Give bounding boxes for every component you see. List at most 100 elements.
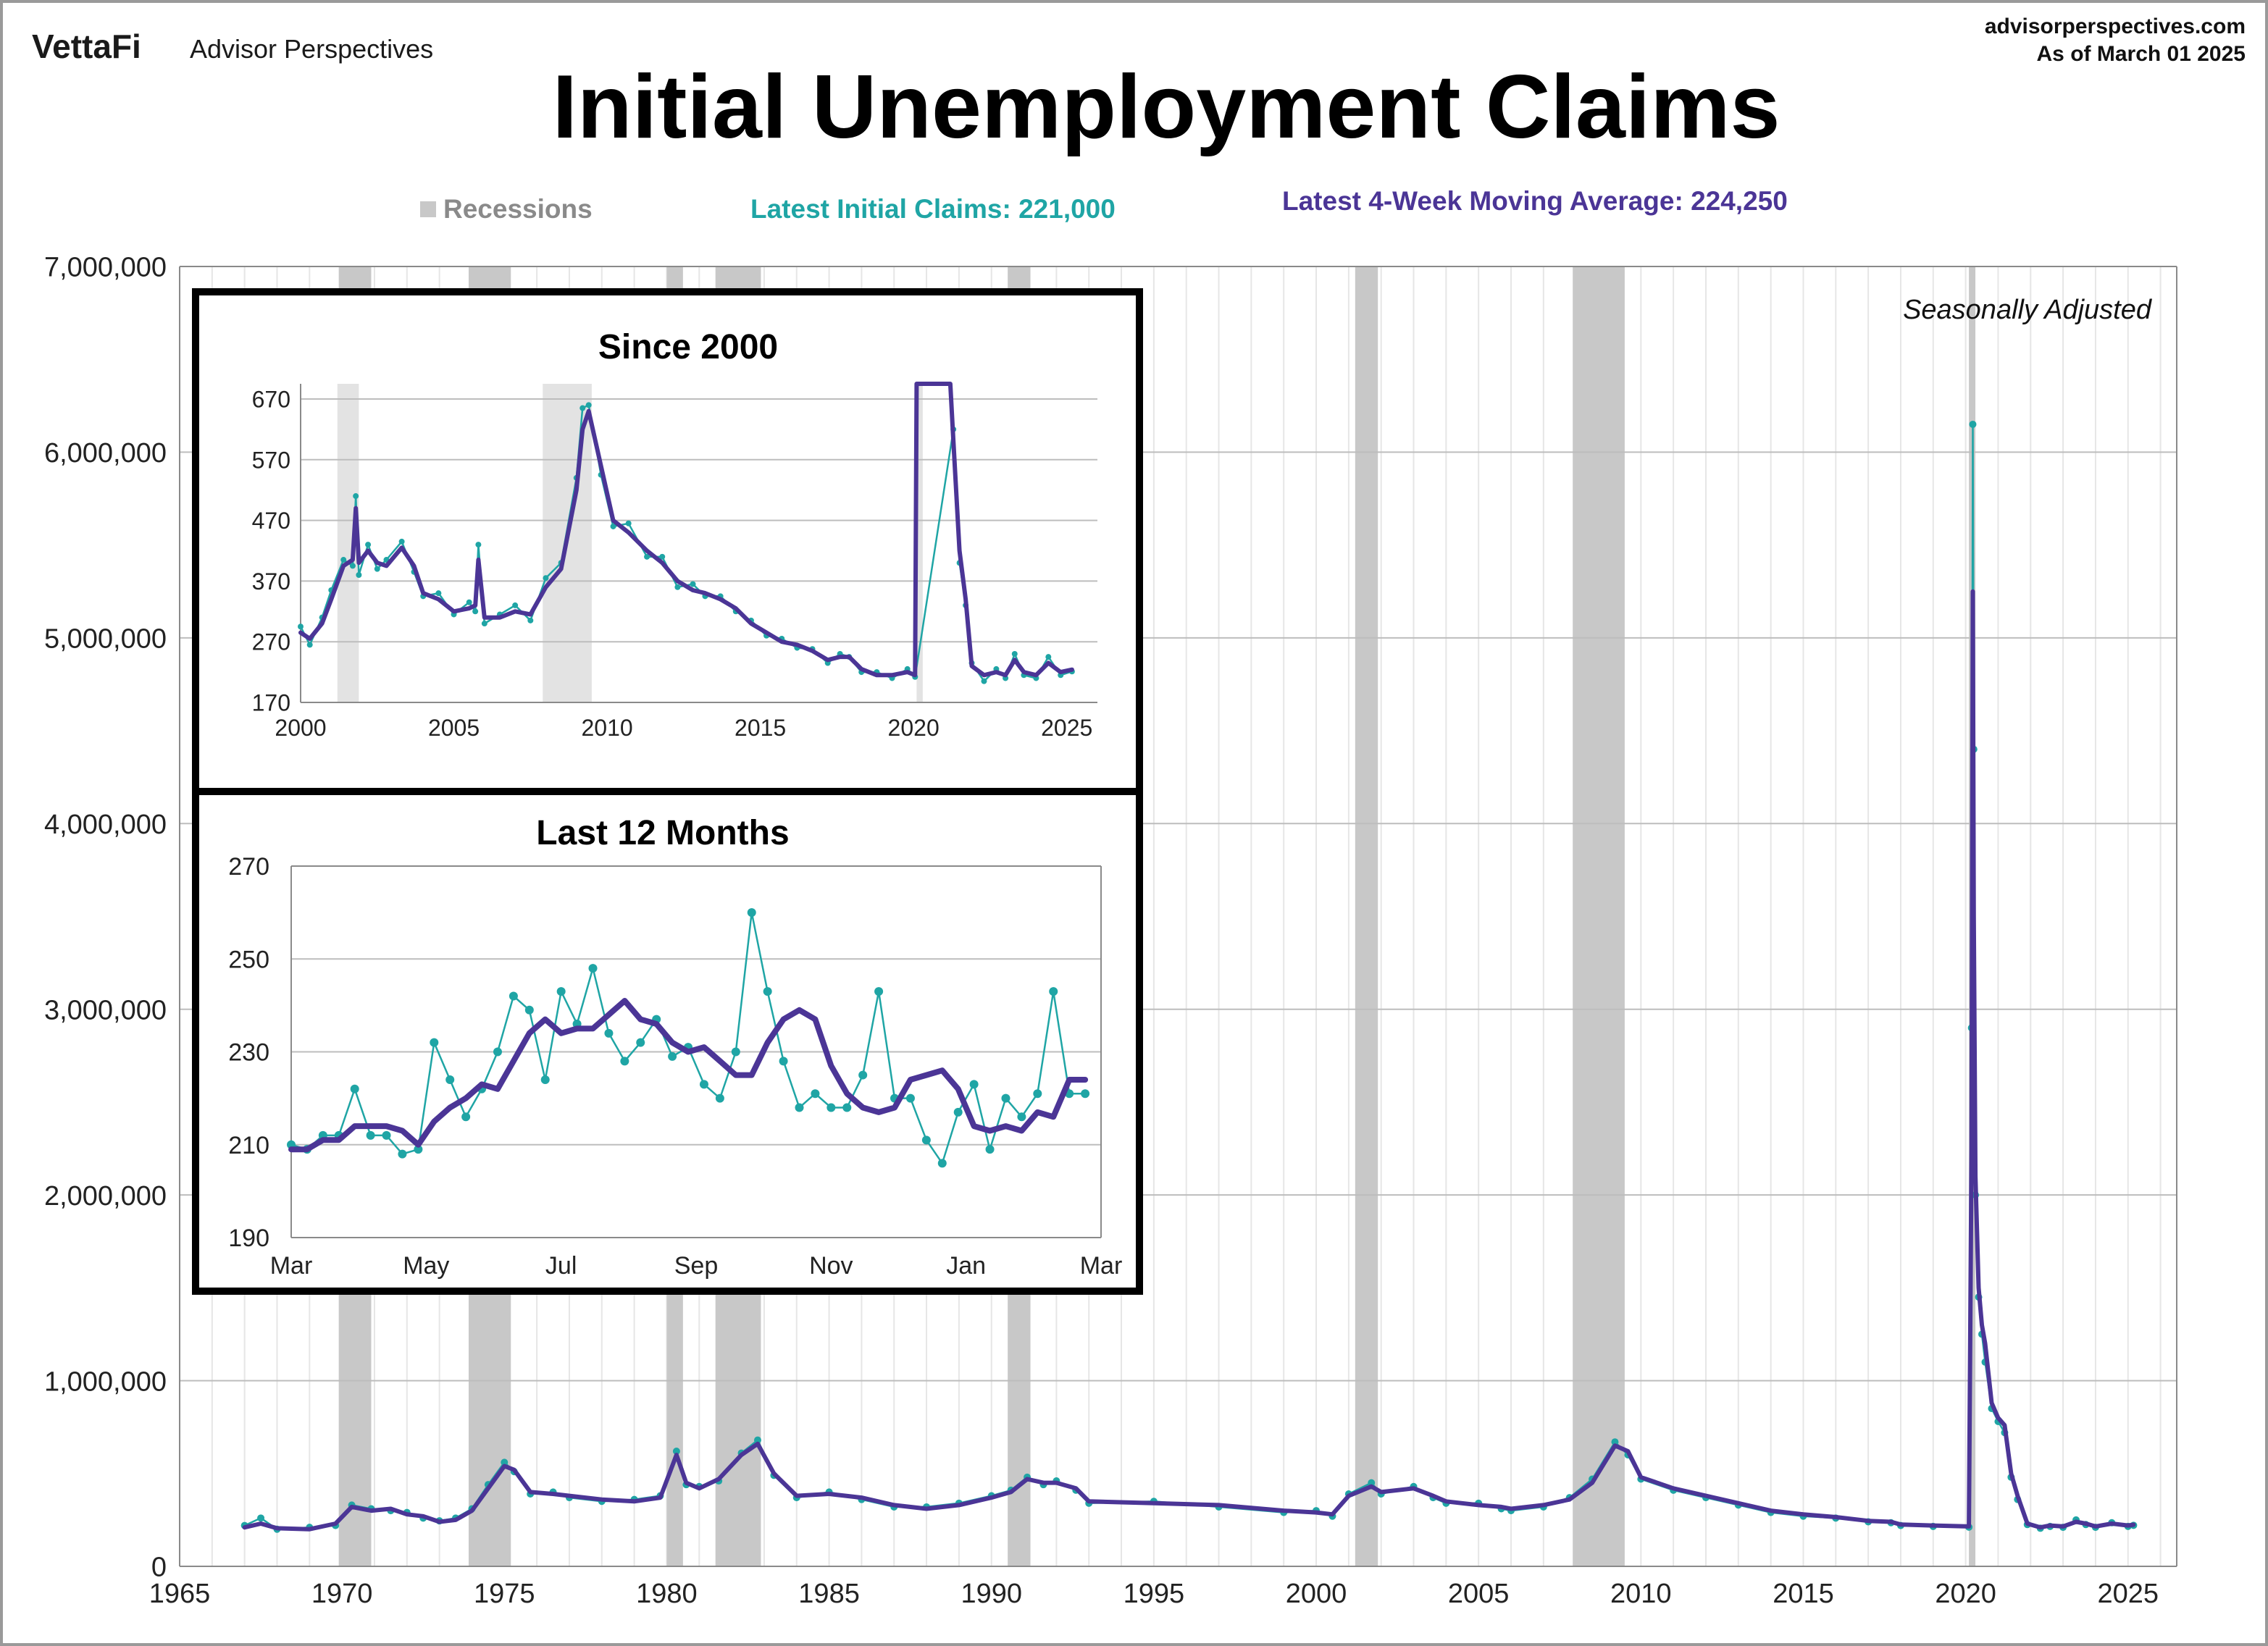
initial-claims-point (874, 987, 884, 996)
initial-claims-point (524, 1005, 534, 1015)
initial-claims-point (674, 584, 681, 590)
x-tick-label: May (403, 1252, 449, 1280)
initial-claims-point (1611, 1438, 1619, 1446)
recession-swatch (420, 201, 436, 217)
initial-claims-point (1049, 987, 1058, 996)
initial-claims-point (475, 542, 482, 548)
x-tick-label: Mar (270, 1252, 313, 1280)
inset-last-12-months: 190 210 230 250 270 Mar May Jul Sep Nov Jan Mar (228, 853, 1122, 1280)
initial-claims-point (690, 581, 696, 587)
initial-claims-point (1045, 654, 1052, 660)
y-tick-label: 270 (252, 629, 290, 655)
initial-claims-point (610, 523, 616, 529)
initial-claims-point (306, 642, 313, 648)
recession-band (1573, 266, 1625, 1566)
initial-claims-point (340, 557, 347, 563)
initial-claims-point (715, 1093, 724, 1103)
initial-claims-point (461, 1112, 471, 1122)
initial-claims-point (604, 1028, 614, 1038)
inset-since-2000-title: Since 2000 (598, 328, 778, 366)
as-of-date: As of March 01 2025 (2037, 42, 2246, 66)
initial-claims-point (842, 1103, 852, 1112)
initial-claims-point (356, 572, 362, 578)
y-tick-label: 7,000,000 (44, 253, 167, 283)
moving-average-line (298, 382, 1074, 678)
initial-claims-point (1368, 1479, 1376, 1487)
y-tick-label: 670 (252, 386, 290, 412)
initial-claims-point (1033, 1089, 1042, 1099)
legend-latest-ma: Latest 4-Week Moving Average: 224,250 (1282, 186, 1788, 216)
y-tick-label: 1,000,000 (44, 1366, 167, 1397)
moving-average-line (288, 998, 1089, 1153)
initial-claims-point (985, 1145, 995, 1154)
initial-claims-point (509, 991, 518, 1001)
initial-claims-point (620, 1057, 629, 1066)
y-tick-label: 190 (228, 1225, 269, 1252)
initial-claims-point (556, 987, 566, 996)
initial-claims-point (398, 1149, 407, 1159)
seasonally-adjusted-label: Seasonally Adjusted (1903, 295, 2153, 325)
recession-band (916, 384, 923, 702)
initial-claims-point (365, 542, 372, 548)
y-tick-label: 2,000,000 (44, 1181, 167, 1212)
initial-claims-point (579, 405, 586, 411)
x-tick-label: 2005 (428, 715, 480, 741)
initial-claims-point (493, 1047, 502, 1057)
initial-claims-point (811, 1089, 820, 1099)
initial-claims-point (501, 1458, 509, 1466)
initial-claims-point (644, 553, 650, 560)
initial-claims-point (659, 553, 666, 560)
initial-claims-point (366, 1130, 375, 1140)
x-tick-label: 2020 (1935, 1579, 1996, 1609)
initial-claims-point (257, 1514, 265, 1522)
legend-latest-claims: Latest Initial Claims: 221,000 (750, 194, 1116, 224)
x-tick-label: Sep (674, 1252, 719, 1280)
inset-last-12-months-title: Last 12 Months (536, 814, 789, 852)
initial-claims-point (1081, 1089, 1090, 1099)
legend-recessions: Recessions (443, 194, 593, 224)
x-tick-label: 1995 (1123, 1579, 1185, 1609)
initial-claims-point (445, 1075, 455, 1084)
initial-claims-point (858, 1070, 868, 1080)
brand-name: VettaFi (32, 28, 141, 65)
initial-claims-point (969, 1080, 979, 1089)
x-tick-label: 1975 (474, 1579, 535, 1609)
x-tick-label: 2025 (1041, 715, 1092, 741)
y-tick-label: 5,000,000 (44, 624, 167, 655)
x-tick-label: 1970 (311, 1579, 373, 1609)
initial-claims-point (905, 1093, 915, 1103)
initial-claims-point (430, 1038, 439, 1047)
recession-band (1355, 266, 1378, 1566)
initial-claims-point (435, 590, 442, 597)
initial-claims-point (827, 1103, 836, 1112)
x-tick-label: Mar (1080, 1252, 1123, 1280)
initial-claims-point (527, 617, 534, 623)
initial-claims-point (731, 1047, 740, 1057)
initial-claims-point (414, 1145, 423, 1154)
initial-claims-point (1017, 1112, 1026, 1122)
y-tick-label: 170 (252, 690, 290, 716)
initial-claims-point (472, 608, 479, 615)
initial-claims-point (668, 1051, 677, 1061)
x-tick-label: 2000 (275, 715, 326, 741)
initial-claims-point (512, 602, 519, 608)
legend: Recessions Latest Initial Claims: 221,00… (420, 186, 1788, 224)
initial-claims-point (953, 1107, 963, 1117)
y-tick-label: 230 (228, 1039, 269, 1067)
initial-claims-point (1011, 650, 1018, 657)
initial-claims-point (349, 563, 356, 569)
initial-claims-point (466, 599, 472, 605)
x-tick-label: Jan (946, 1252, 986, 1280)
initial-claims-point (353, 493, 359, 500)
initial-claims-point (779, 1057, 788, 1066)
initial-claims-point (699, 1080, 708, 1089)
x-tick-label: 1980 (636, 1579, 698, 1609)
x-tick-label: Nov (809, 1252, 853, 1280)
x-tick-label: 1985 (798, 1579, 860, 1609)
initial-claims-point (921, 1135, 931, 1145)
initial-claims-point (1969, 420, 1977, 428)
initial-claims-point (763, 987, 772, 996)
y-tick-label: 470 (252, 508, 290, 534)
y-tick-label: 370 (252, 568, 290, 595)
